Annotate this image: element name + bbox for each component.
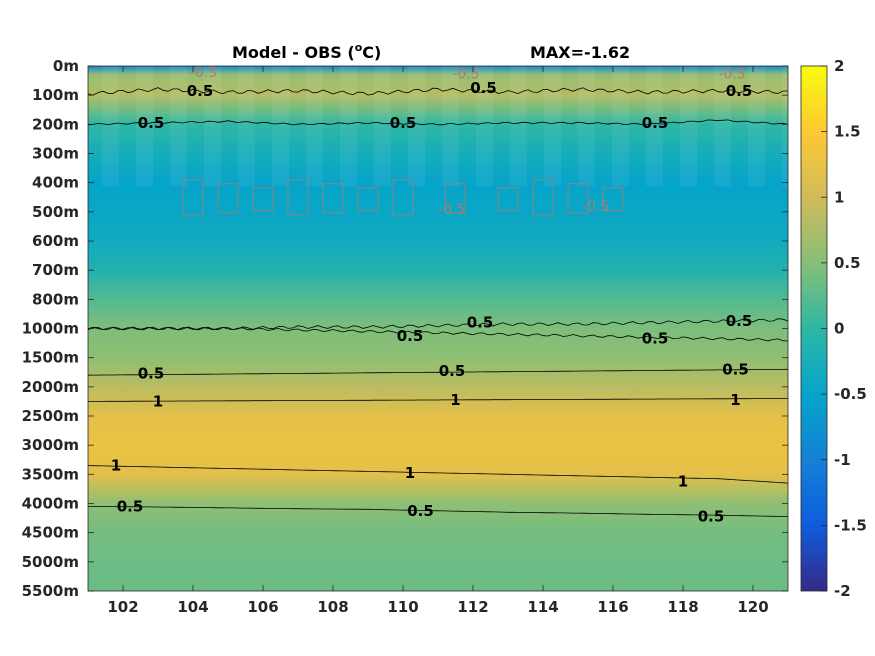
- x-tick-label: 112: [457, 598, 488, 616]
- negative-contour: [322, 183, 344, 214]
- y-tick-label: 4500m: [22, 524, 79, 542]
- contour-label: 0.5: [117, 497, 144, 515]
- colorbar-tick-label: 0: [834, 320, 844, 338]
- negative-contour: [532, 179, 554, 216]
- negative-contour: [357, 187, 379, 212]
- negative-contour: [567, 183, 589, 214]
- negative-contour-lines: [182, 179, 624, 216]
- contour-line: [87, 119, 789, 126]
- contour-label: 0.5: [698, 508, 725, 526]
- x-tick-label: 110: [387, 598, 418, 616]
- contour-label: 0.5: [467, 314, 494, 332]
- contour-label: 0.5: [722, 360, 749, 378]
- negative-contour: [445, 183, 466, 214]
- contour-line: [87, 506, 789, 517]
- contour-line: [88, 398, 788, 402]
- y-axis: 0m 100m 200m 300m 400m 500m 600m 700m 800m 1000m 1…: [22, 57, 788, 600]
- y-tick-label: 100m: [32, 86, 79, 104]
- colorbar-tick-label: 1: [834, 188, 844, 206]
- contour-label: 1: [153, 392, 163, 410]
- y-tick-label: 700m: [32, 261, 79, 279]
- colorbar-tick-label: 2: [834, 57, 844, 75]
- y-tick-label: 5000m: [22, 553, 79, 571]
- contour-label: 0.5: [187, 82, 214, 100]
- contour-label: 1: [450, 391, 460, 409]
- contour-label: 1: [678, 473, 688, 491]
- y-tick-label: 2000m: [22, 378, 79, 396]
- plot-area: 0.5 0.5 0.5 0.5 0.5 0.5 0.5 0.5 0.5 0.5 0.5 0.5 0.5 1…: [87, 65, 789, 592]
- colorbar-tick-label: 1.5: [834, 123, 861, 141]
- x-tick-label: 104: [177, 598, 208, 616]
- x-tick-label: 120: [737, 598, 768, 616]
- contour-label: 1: [730, 391, 740, 409]
- negative-contour: [182, 179, 204, 216]
- negative-contour: [392, 179, 414, 216]
- x-axis: 102 104 106 108 110 112 114 116 118 120: [107, 66, 769, 616]
- negative-contour: [497, 187, 519, 212]
- contour-line: [87, 87, 788, 96]
- x-tick-label: 108: [317, 598, 348, 616]
- y-tick-label: 3000m: [22, 436, 79, 454]
- negative-contour: [252, 187, 274, 212]
- max-annotation: MAX=-1.62: [530, 43, 630, 62]
- y-tick-label: 3500m: [22, 465, 79, 483]
- contour-line: [87, 465, 789, 484]
- negative-contour-label: -0.5: [438, 202, 465, 218]
- contour-label: 0.5: [470, 79, 497, 97]
- colorbar-tick-label: -1.5: [834, 516, 867, 534]
- negative-contour-label: -0.5: [190, 65, 217, 81]
- colorbar-tick-label: -1: [834, 451, 851, 469]
- contour-label: 0.5: [642, 114, 669, 132]
- colorbar: 2 1.5 1 0.5 0 -0.5 -1 -1.5 -2: [800, 57, 867, 600]
- contour-label: 0.5: [138, 365, 165, 383]
- contour-labels: 0.5 0.5 0.5 0.5 0.5 0.5 0.5 0.5 0.5 0.5 0.5 0.5 0.5 1…: [111, 65, 753, 526]
- y-tick-label: 5500m: [22, 582, 79, 600]
- contour-label: 1: [111, 457, 121, 475]
- colorbar-tick-label: 0.5: [834, 254, 861, 272]
- x-tick-label: 116: [597, 598, 628, 616]
- negative-contour-label: -0.5: [452, 66, 479, 82]
- chart-title: Model - OBS (oC): [232, 41, 381, 62]
- negative-contour: [602, 187, 624, 212]
- y-tick-label: 500m: [32, 203, 79, 221]
- contour-line: [87, 368, 789, 376]
- y-tick-label: 1500m: [22, 349, 79, 367]
- negative-contour-label: -0.5: [582, 199, 609, 215]
- negative-contour: [287, 179, 309, 216]
- y-tick-label: 200m: [32, 115, 79, 133]
- x-tick-label: 102: [107, 598, 138, 616]
- y-tick-label: 300m: [32, 145, 79, 163]
- y-tick-label: 800m: [32, 290, 79, 308]
- x-tick-label: 106: [247, 598, 278, 616]
- y-tick-label: 4000m: [22, 495, 79, 513]
- contour-label: 0.5: [407, 502, 434, 520]
- contour-label: 0.5: [726, 312, 753, 330]
- heatmap-texture: [88, 66, 788, 186]
- colorbar-tick-label: -2: [834, 582, 851, 600]
- colorbar-ticks: 2 1.5 1 0.5 0 -0.5 -1 -1.5 -2: [821, 57, 867, 600]
- y-tick-label: 0m: [53, 57, 79, 75]
- colorbar-tick-label: -0.5: [834, 385, 867, 403]
- negative-contour-label: -0.5: [718, 66, 745, 82]
- x-tick-label: 114: [527, 598, 558, 616]
- contour-line: [87, 326, 789, 342]
- y-tick-label: 1000m: [22, 320, 79, 338]
- y-tick-label: 2500m: [22, 407, 79, 425]
- y-tick-label: 400m: [32, 174, 79, 192]
- contour-label: 0.5: [397, 327, 424, 345]
- contour-label: 1: [405, 464, 415, 482]
- contour-label: 0.5: [138, 114, 165, 132]
- contour-label: 0.5: [390, 114, 417, 132]
- negative-contour: [217, 183, 239, 214]
- y-tick-label: 600m: [32, 232, 79, 250]
- contour-lines: [87, 87, 789, 517]
- contour-label: 0.5: [726, 82, 753, 100]
- contour-label: 0.5: [439, 362, 466, 380]
- contour-label: 0.5: [642, 330, 669, 348]
- x-tick-label: 118: [667, 598, 698, 616]
